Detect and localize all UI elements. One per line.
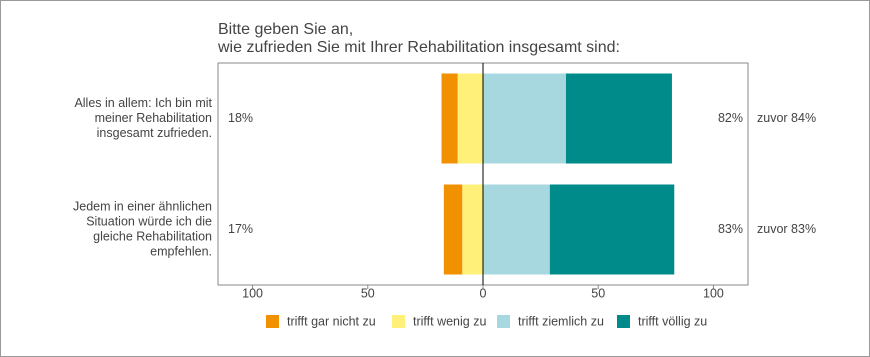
x-tick-label: 100	[703, 286, 724, 300]
legend-label: trifft wenig zu	[413, 314, 486, 328]
bar-segment	[549, 184, 675, 275]
category-label: Alles in allem: Ich bin mit	[74, 96, 212, 110]
x-tick-label: 0	[480, 286, 487, 300]
x-tick-label: 100	[242, 286, 263, 300]
negative-total: 18%	[228, 111, 253, 125]
negative-total: 17%	[228, 222, 253, 236]
bar-segment	[462, 184, 483, 275]
category-label: empfehlen.	[150, 244, 212, 258]
legend-label: trifft völlig zu	[638, 314, 707, 328]
positive-total: 83%	[718, 222, 743, 236]
legend-label: trifft gar nicht zu	[287, 314, 376, 328]
x-tick-label: 50	[361, 286, 375, 300]
legend-swatch	[497, 315, 510, 328]
category-label: meiner Rehabilitation	[95, 111, 212, 125]
bar-segment	[441, 73, 458, 164]
category-label: gleiche Rehabilitation	[93, 229, 212, 243]
x-tick-label: 50	[591, 286, 605, 300]
category-label: Jedem in einer ähnlichen	[73, 199, 212, 213]
chart-title: wie zufrieden Sie mit Ihrer Rehabilitati…	[217, 39, 620, 56]
legend-label: trifft ziemlich zu	[518, 314, 604, 328]
legend-swatch	[392, 315, 405, 328]
legend-swatch	[266, 315, 279, 328]
bar-segment	[483, 73, 566, 164]
category-label: insgesamt zufrieden.	[97, 126, 212, 140]
positive-total: 82%	[718, 111, 743, 125]
category-label: Situation würde ich die	[86, 214, 212, 228]
bar-segment	[443, 184, 463, 275]
bar-segment	[483, 184, 550, 275]
bar-segment	[565, 73, 672, 164]
chart-title: Bitte geben Sie an,	[218, 21, 353, 38]
legend-swatch	[617, 315, 630, 328]
bar-segment	[457, 73, 483, 164]
previous-total: zuvor 83%	[757, 222, 816, 236]
previous-total: zuvor 84%	[757, 111, 816, 125]
